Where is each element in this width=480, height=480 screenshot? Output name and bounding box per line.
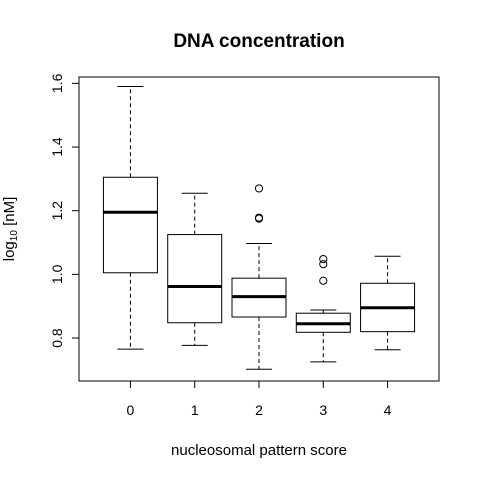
outlier-point: [319, 260, 328, 269]
x-tick-label: 0: [127, 402, 135, 418]
y-axis: 0.8 1.0 1.2 1.4 1.6: [49, 73, 80, 348]
x-tick-label: 4: [384, 402, 392, 418]
outlier-point: [254, 184, 264, 193]
x-tick-label: 2: [255, 402, 263, 418]
iqr-box: [102, 176, 158, 274]
box-group-2: [231, 184, 287, 370]
y-tick-label: 1.0: [49, 264, 65, 284]
box-group-4: [360, 255, 416, 351]
x-axis-label: nucleosomal pattern score: [171, 442, 347, 459]
x-tick-label: 1: [191, 402, 199, 418]
outlier-point: [319, 254, 328, 264]
outlier-point: [319, 276, 328, 285]
y-axis-label: log10 [nM]: [1, 197, 20, 262]
boxes-layer: [102, 86, 416, 370]
box-group-1: [167, 192, 223, 346]
x-tick-label: 3: [319, 402, 327, 418]
y-axis-label-unit: [nM]: [1, 197, 18, 230]
y-tick-label: 1.4: [49, 137, 65, 157]
y-tick-label: 0.8: [49, 328, 65, 348]
chart-title: DNA concentration: [173, 31, 344, 52]
box-group-0: [102, 86, 158, 350]
y-tick-label: 1.6: [49, 73, 65, 93]
y-axis-label-main: log: [1, 241, 18, 261]
outlier-point: [254, 213, 264, 222]
y-tick-label: 1.2: [49, 201, 65, 221]
box-group-3: [295, 254, 351, 363]
y-axis-label-subscript: 10: [9, 230, 20, 242]
x-axis: 0 1 2 3 4: [127, 380, 392, 418]
iqr-box: [167, 234, 223, 324]
